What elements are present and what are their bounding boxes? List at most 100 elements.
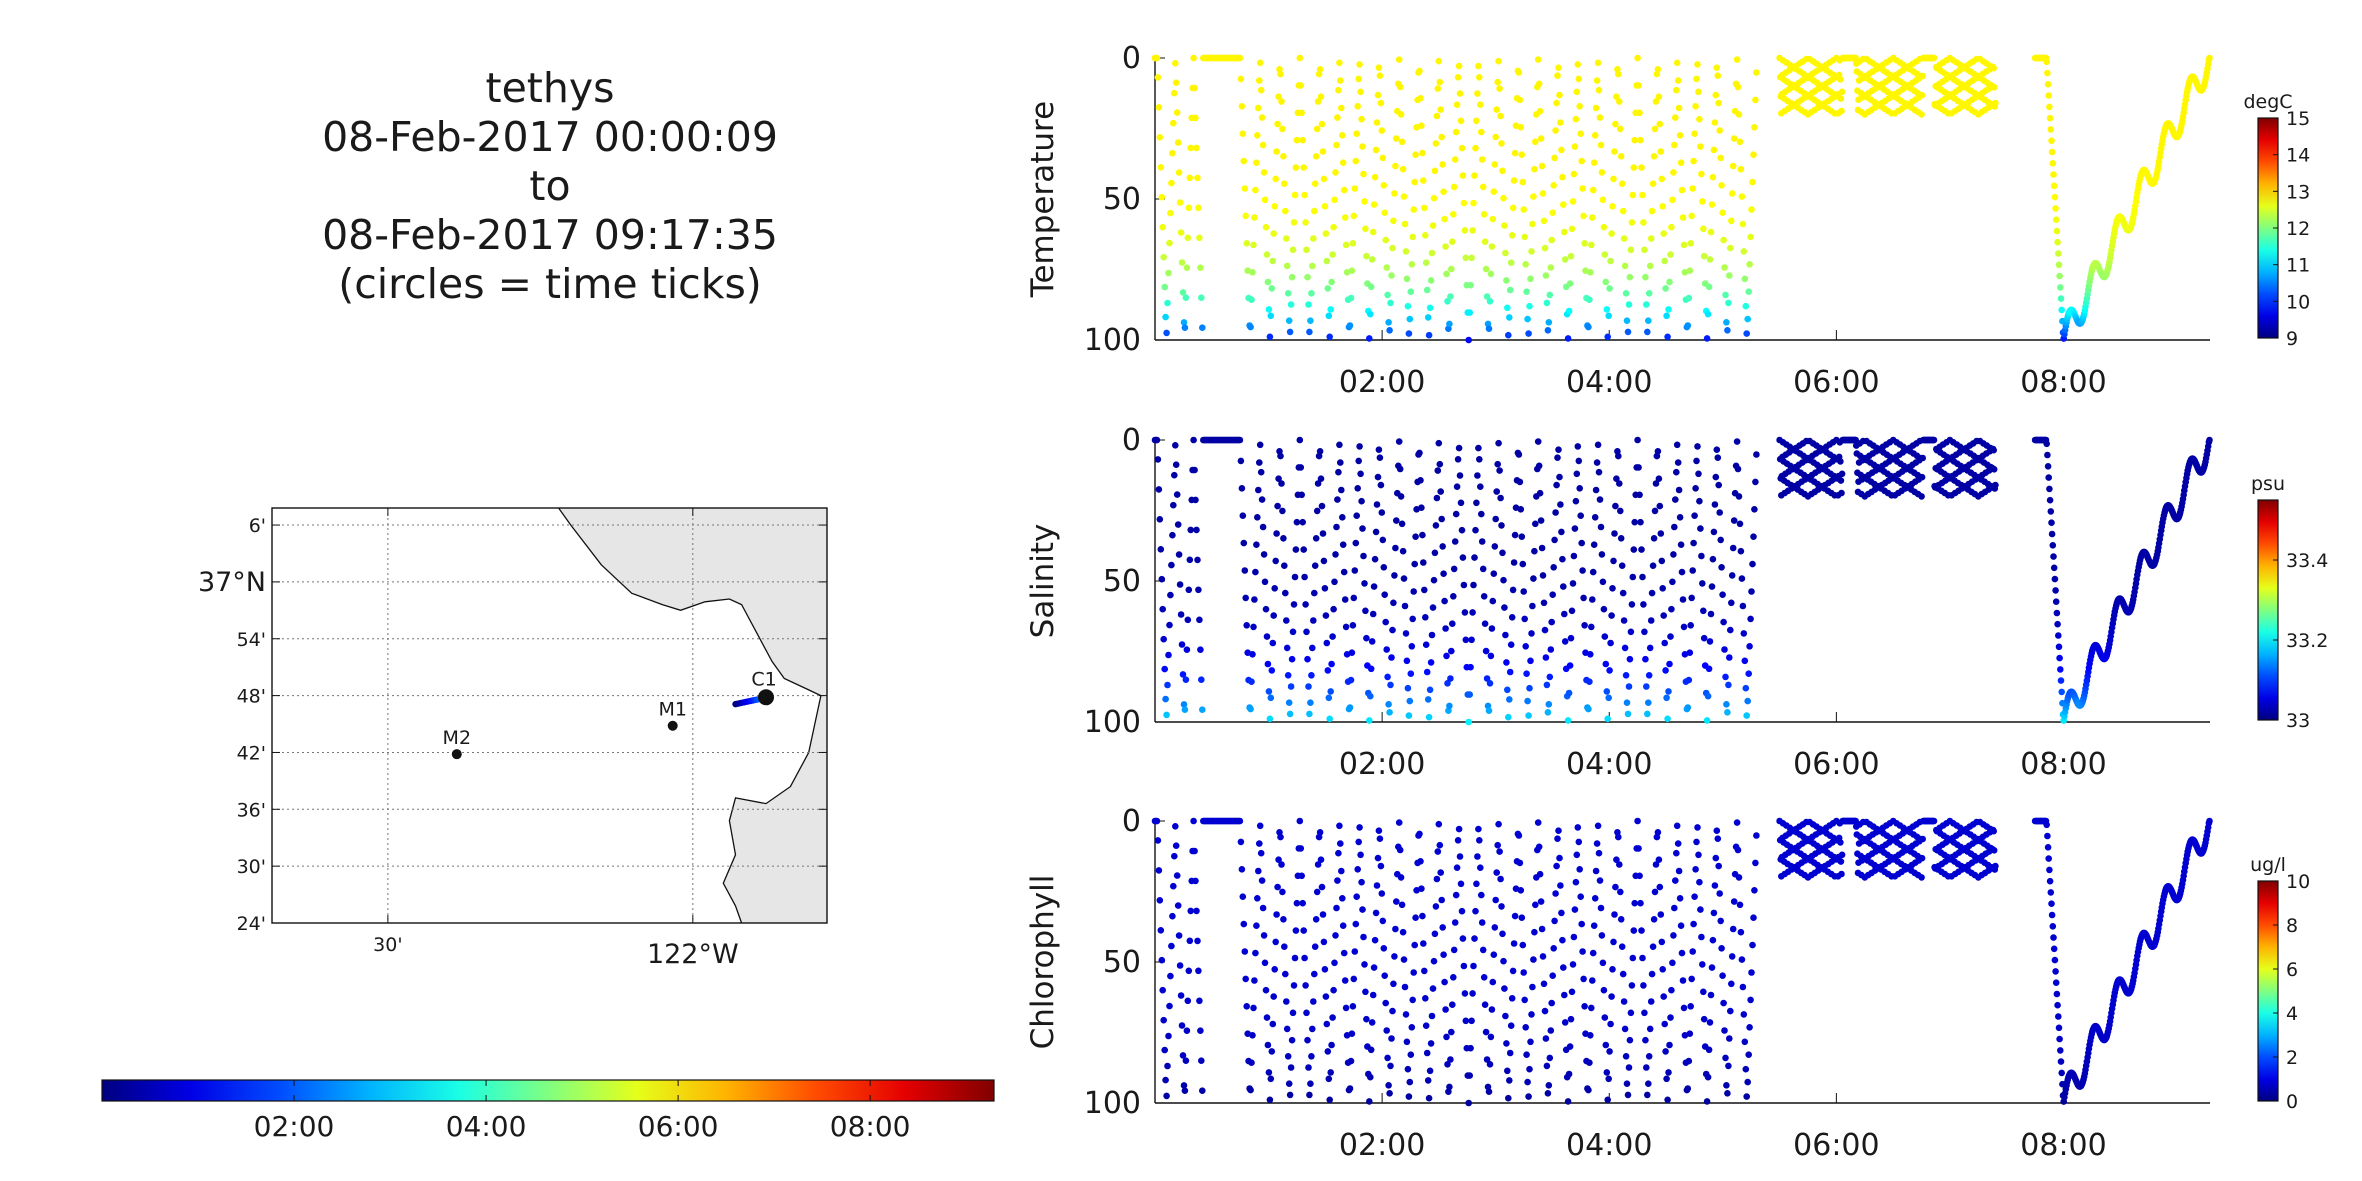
data-point xyxy=(1240,920,1248,928)
data-point xyxy=(1550,564,1557,571)
colorbar-fill xyxy=(2257,499,2279,721)
data-point xyxy=(1323,639,1331,647)
data-point xyxy=(1733,819,1741,826)
data-point xyxy=(1153,54,1161,62)
data-point xyxy=(1403,275,1411,283)
data-point xyxy=(1711,119,1719,126)
colorbar-tick-label: 4 xyxy=(2286,1003,2298,1025)
data-point xyxy=(1721,646,1728,653)
data-point xyxy=(1468,254,1475,262)
data-point xyxy=(1368,1019,1376,1026)
data-point xyxy=(1631,899,1638,907)
data-point xyxy=(1522,1024,1529,1031)
data-point xyxy=(1350,594,1358,602)
data-point xyxy=(1578,920,1585,928)
data-point xyxy=(1432,903,1440,910)
data-point xyxy=(1930,436,1938,444)
data-point xyxy=(2052,968,2059,975)
data-point xyxy=(1589,596,1596,603)
data-point xyxy=(1196,234,1203,242)
data-point xyxy=(1675,486,1683,494)
data-point xyxy=(1423,1049,1431,1057)
data-point xyxy=(2057,284,2064,291)
data-point xyxy=(1482,647,1490,655)
data-point xyxy=(1592,104,1600,112)
data-point xyxy=(1488,1006,1496,1013)
colorbar-tick-label: 8 xyxy=(2286,915,2298,937)
data-point xyxy=(1317,856,1325,863)
data-point xyxy=(2044,69,2051,77)
data-point xyxy=(1329,1014,1336,1021)
data-point xyxy=(1496,467,1503,474)
data-point xyxy=(1346,322,1354,329)
data-point xyxy=(1166,1002,1173,1010)
data-point xyxy=(1700,607,1707,615)
data-point xyxy=(2057,1058,2065,1065)
data-point xyxy=(1506,314,1513,321)
data-point xyxy=(1569,961,1577,968)
data-point xyxy=(1509,586,1517,594)
data-point xyxy=(1692,103,1699,110)
data-point xyxy=(1456,90,1464,97)
data-point xyxy=(1497,875,1504,883)
data-point xyxy=(1305,301,1312,308)
data-point xyxy=(1293,136,1301,144)
data-point xyxy=(1650,916,1658,923)
data-point xyxy=(1349,240,1357,247)
data-point xyxy=(1390,217,1397,225)
data-point xyxy=(1380,564,1388,571)
data-point xyxy=(1369,991,1377,999)
data-point xyxy=(1605,694,1612,702)
data-point xyxy=(1726,1035,1733,1042)
data-point xyxy=(1473,499,1480,507)
data-point xyxy=(1454,837,1462,844)
data-point xyxy=(1590,159,1598,166)
data-point xyxy=(1287,1064,1295,1071)
data-point xyxy=(1837,858,1845,865)
data-point xyxy=(1522,261,1529,268)
data-point xyxy=(1586,296,1593,304)
data-point xyxy=(1698,933,1705,941)
data-point xyxy=(1460,962,1468,970)
data-point xyxy=(1749,941,1756,949)
data-point xyxy=(1623,317,1631,325)
data-point xyxy=(1301,573,1308,581)
data-point xyxy=(1469,990,1476,997)
data-point xyxy=(1554,454,1561,462)
data-point xyxy=(1243,240,1250,247)
data-point xyxy=(1252,568,1259,576)
data-point xyxy=(1398,520,1406,528)
data-point xyxy=(1739,220,1747,228)
data-point xyxy=(1694,443,1701,450)
colorbar-unit: ug/l xyxy=(2250,854,2286,876)
data-point xyxy=(1751,887,1758,894)
data-point xyxy=(1284,290,1292,297)
data-point xyxy=(1360,170,1367,178)
data-point xyxy=(1751,506,1758,513)
data-point xyxy=(2058,306,2065,314)
data-point xyxy=(1555,827,1562,834)
data-point xyxy=(1331,196,1338,204)
data-point xyxy=(1158,575,1166,583)
data-point xyxy=(1193,526,1200,534)
data-point xyxy=(1308,290,1315,297)
data-point xyxy=(1536,107,1544,115)
data-point xyxy=(1416,67,1423,75)
data-point xyxy=(1386,1090,1393,1097)
data-point xyxy=(1670,932,1677,939)
data-point xyxy=(1630,927,1638,934)
data-point xyxy=(1236,436,1244,444)
data-point xyxy=(1425,713,1433,721)
data-point xyxy=(1560,201,1567,208)
data-point xyxy=(1705,283,1713,291)
data-point xyxy=(1326,333,1333,341)
data-point xyxy=(1254,895,1261,902)
data-point xyxy=(1704,310,1712,318)
data-point xyxy=(1528,630,1535,637)
data-point xyxy=(1656,883,1664,891)
data-point xyxy=(1838,489,1845,497)
data-point xyxy=(1493,869,1500,876)
data-point xyxy=(2051,193,2059,201)
data-point xyxy=(1311,970,1318,978)
data-point xyxy=(1558,528,1565,536)
